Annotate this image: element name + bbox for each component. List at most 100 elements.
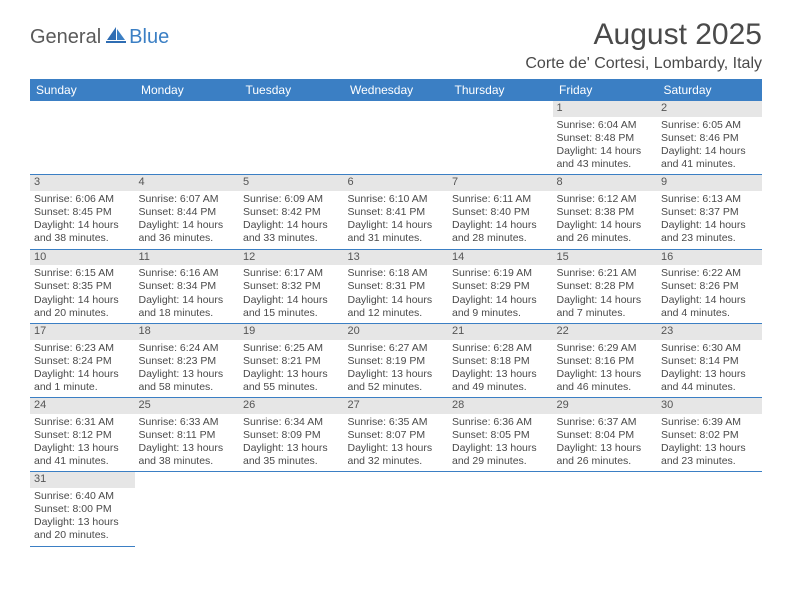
daylight-text: Daylight: 13 hours and 26 minutes. <box>557 442 654 468</box>
calendar-cell: 22Sunrise: 6:29 AMSunset: 8:16 PMDayligh… <box>553 323 658 397</box>
weekday-header-row: Sunday Monday Tuesday Wednesday Thursday… <box>30 79 762 101</box>
day-details: Sunrise: 6:24 AMSunset: 8:23 PMDaylight:… <box>135 340 240 398</box>
day-number: 19 <box>239 324 344 340</box>
daylight-text: Daylight: 13 hours and 20 minutes. <box>34 516 131 542</box>
sunset-text: Sunset: 8:46 PM <box>661 132 758 145</box>
calendar-row: 17Sunrise: 6:23 AMSunset: 8:24 PMDayligh… <box>30 323 762 397</box>
sunrise-text: Sunrise: 6:21 AM <box>557 267 654 280</box>
sunrise-text: Sunrise: 6:33 AM <box>139 416 236 429</box>
daylight-text: Daylight: 13 hours and 46 minutes. <box>557 368 654 394</box>
sunset-text: Sunset: 8:44 PM <box>139 206 236 219</box>
sunset-text: Sunset: 8:21 PM <box>243 355 340 368</box>
sunset-text: Sunset: 8:26 PM <box>661 280 758 293</box>
calendar-cell: 24Sunrise: 6:31 AMSunset: 8:12 PMDayligh… <box>30 398 135 472</box>
sunrise-text: Sunrise: 6:15 AM <box>34 267 131 280</box>
daylight-text: Daylight: 14 hours and 9 minutes. <box>452 294 549 320</box>
weekday-header: Sunday <box>30 79 135 101</box>
calendar-row: 1Sunrise: 6:04 AMSunset: 8:48 PMDaylight… <box>30 101 762 175</box>
day-number: 7 <box>448 175 553 191</box>
daylight-text: Daylight: 14 hours and 26 minutes. <box>557 219 654 245</box>
day-details: Sunrise: 6:21 AMSunset: 8:28 PMDaylight:… <box>553 265 658 323</box>
location-subtitle: Corte de' Cortesi, Lombardy, Italy <box>525 55 762 73</box>
sunset-text: Sunset: 8:16 PM <box>557 355 654 368</box>
day-number: 18 <box>135 324 240 340</box>
calendar-cell: 7Sunrise: 6:11 AMSunset: 8:40 PMDaylight… <box>448 175 553 249</box>
day-details: Sunrise: 6:05 AMSunset: 8:46 PMDaylight:… <box>657 117 762 175</box>
sunset-text: Sunset: 8:02 PM <box>661 429 758 442</box>
sunrise-text: Sunrise: 6:16 AM <box>139 267 236 280</box>
calendar-cell <box>135 472 240 546</box>
daylight-text: Daylight: 13 hours and 29 minutes. <box>452 442 549 468</box>
calendar-cell <box>657 472 762 546</box>
day-details: Sunrise: 6:33 AMSunset: 8:11 PMDaylight:… <box>135 414 240 472</box>
day-details: Sunrise: 6:28 AMSunset: 8:18 PMDaylight:… <box>448 340 553 398</box>
calendar-cell: 26Sunrise: 6:34 AMSunset: 8:09 PMDayligh… <box>239 398 344 472</box>
sunset-text: Sunset: 8:31 PM <box>348 280 445 293</box>
day-number: 14 <box>448 250 553 266</box>
day-number: 30 <box>657 398 762 414</box>
calendar-cell: 10Sunrise: 6:15 AMSunset: 8:35 PMDayligh… <box>30 249 135 323</box>
day-number: 29 <box>553 398 658 414</box>
sunset-text: Sunset: 8:40 PM <box>452 206 549 219</box>
sunset-text: Sunset: 8:18 PM <box>452 355 549 368</box>
day-details: Sunrise: 6:29 AMSunset: 8:16 PMDaylight:… <box>553 340 658 398</box>
daylight-text: Daylight: 13 hours and 38 minutes. <box>139 442 236 468</box>
day-number: 11 <box>135 250 240 266</box>
daylight-text: Daylight: 14 hours and 20 minutes. <box>34 294 131 320</box>
sunset-text: Sunset: 8:05 PM <box>452 429 549 442</box>
sail-icon <box>105 26 127 49</box>
day-details: Sunrise: 6:15 AMSunset: 8:35 PMDaylight:… <box>30 265 135 323</box>
calendar-cell <box>448 101 553 175</box>
calendar-row: 3Sunrise: 6:06 AMSunset: 8:45 PMDaylight… <box>30 175 762 249</box>
daylight-text: Daylight: 13 hours and 35 minutes. <box>243 442 340 468</box>
calendar-row: 24Sunrise: 6:31 AMSunset: 8:12 PMDayligh… <box>30 398 762 472</box>
calendar-cell: 15Sunrise: 6:21 AMSunset: 8:28 PMDayligh… <box>553 249 658 323</box>
calendar-table: Sunday Monday Tuesday Wednesday Thursday… <box>30 79 762 547</box>
sunset-text: Sunset: 8:11 PM <box>139 429 236 442</box>
sunrise-text: Sunrise: 6:28 AM <box>452 342 549 355</box>
day-details: Sunrise: 6:37 AMSunset: 8:04 PMDaylight:… <box>553 414 658 472</box>
sunrise-text: Sunrise: 6:04 AM <box>557 119 654 132</box>
day-number: 31 <box>30 472 135 488</box>
day-details: Sunrise: 6:40 AMSunset: 8:00 PMDaylight:… <box>30 488 135 546</box>
daylight-text: Daylight: 13 hours and 58 minutes. <box>139 368 236 394</box>
daylight-text: Daylight: 14 hours and 23 minutes. <box>661 219 758 245</box>
day-details: Sunrise: 6:10 AMSunset: 8:41 PMDaylight:… <box>344 191 449 249</box>
day-number: 10 <box>30 250 135 266</box>
day-number: 26 <box>239 398 344 414</box>
sunset-text: Sunset: 8:04 PM <box>557 429 654 442</box>
brand-part2: Blue <box>129 26 169 49</box>
sunset-text: Sunset: 8:45 PM <box>34 206 131 219</box>
day-details: Sunrise: 6:09 AMSunset: 8:42 PMDaylight:… <box>239 191 344 249</box>
day-number: 22 <box>553 324 658 340</box>
sunset-text: Sunset: 8:38 PM <box>557 206 654 219</box>
daylight-text: Daylight: 14 hours and 1 minute. <box>34 368 131 394</box>
calendar-cell: 18Sunrise: 6:24 AMSunset: 8:23 PMDayligh… <box>135 323 240 397</box>
weekday-header: Saturday <box>657 79 762 101</box>
day-number: 20 <box>344 324 449 340</box>
day-details: Sunrise: 6:35 AMSunset: 8:07 PMDaylight:… <box>344 414 449 472</box>
calendar-cell: 29Sunrise: 6:37 AMSunset: 8:04 PMDayligh… <box>553 398 658 472</box>
day-details: Sunrise: 6:36 AMSunset: 8:05 PMDaylight:… <box>448 414 553 472</box>
calendar-cell: 30Sunrise: 6:39 AMSunset: 8:02 PMDayligh… <box>657 398 762 472</box>
day-number: 27 <box>344 398 449 414</box>
day-details: Sunrise: 6:19 AMSunset: 8:29 PMDaylight:… <box>448 265 553 323</box>
day-details: Sunrise: 6:07 AMSunset: 8:44 PMDaylight:… <box>135 191 240 249</box>
calendar-cell: 19Sunrise: 6:25 AMSunset: 8:21 PMDayligh… <box>239 323 344 397</box>
sunset-text: Sunset: 8:34 PM <box>139 280 236 293</box>
calendar-cell: 8Sunrise: 6:12 AMSunset: 8:38 PMDaylight… <box>553 175 658 249</box>
sunrise-text: Sunrise: 6:40 AM <box>34 490 131 503</box>
sunset-text: Sunset: 8:48 PM <box>557 132 654 145</box>
day-number: 23 <box>657 324 762 340</box>
sunrise-text: Sunrise: 6:35 AM <box>348 416 445 429</box>
day-details: Sunrise: 6:27 AMSunset: 8:19 PMDaylight:… <box>344 340 449 398</box>
sunrise-text: Sunrise: 6:05 AM <box>661 119 758 132</box>
day-number: 5 <box>239 175 344 191</box>
brand-part1: General <box>30 26 101 49</box>
sunset-text: Sunset: 8:41 PM <box>348 206 445 219</box>
calendar-cell <box>448 472 553 546</box>
day-number: 8 <box>553 175 658 191</box>
sunrise-text: Sunrise: 6:24 AM <box>139 342 236 355</box>
weekday-header: Tuesday <box>239 79 344 101</box>
calendar-cell: 11Sunrise: 6:16 AMSunset: 8:34 PMDayligh… <box>135 249 240 323</box>
